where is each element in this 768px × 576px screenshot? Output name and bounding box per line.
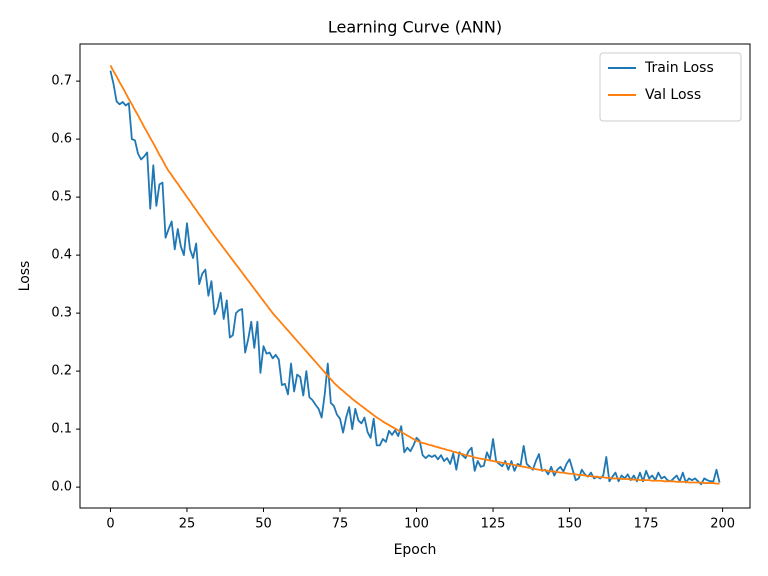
y-axis-label: Loss: [17, 261, 33, 292]
legend-label: Val Loss: [645, 87, 701, 103]
y-tick-label: 0.6: [51, 132, 72, 147]
x-tick-label: 25: [179, 517, 196, 532]
data-line: [109, 65, 720, 485]
y-tick-label: 0.0: [51, 480, 72, 495]
legend-box: [599, 52, 742, 122]
y-tick-label: 0.3: [51, 306, 72, 321]
chart-title: Learning Curve (ANN): [328, 18, 502, 37]
x-axis-label: Epoch: [394, 542, 437, 558]
x-tick-label: 0: [106, 517, 114, 532]
y-tick-label: 0.5: [51, 190, 72, 205]
plot-frame: [79, 43, 751, 509]
y-tick-label: 0.1: [51, 422, 72, 437]
x-tick-label: 200: [710, 517, 735, 532]
x-tick-label: 175: [634, 517, 659, 532]
legend-label: Train Loss: [644, 60, 714, 76]
x-tick-label: 150: [557, 517, 582, 532]
x-tick-label: 50: [255, 517, 272, 532]
y-tick-label: 0.2: [51, 364, 72, 379]
y-tick-label: 0.4: [51, 248, 72, 263]
x-tick-label: 125: [481, 517, 506, 532]
y-tick-label: 0.7: [51, 74, 72, 89]
x-tick-label: 75: [332, 517, 349, 532]
x-tick-label: 100: [404, 517, 429, 532]
data-line: [109, 70, 721, 486]
